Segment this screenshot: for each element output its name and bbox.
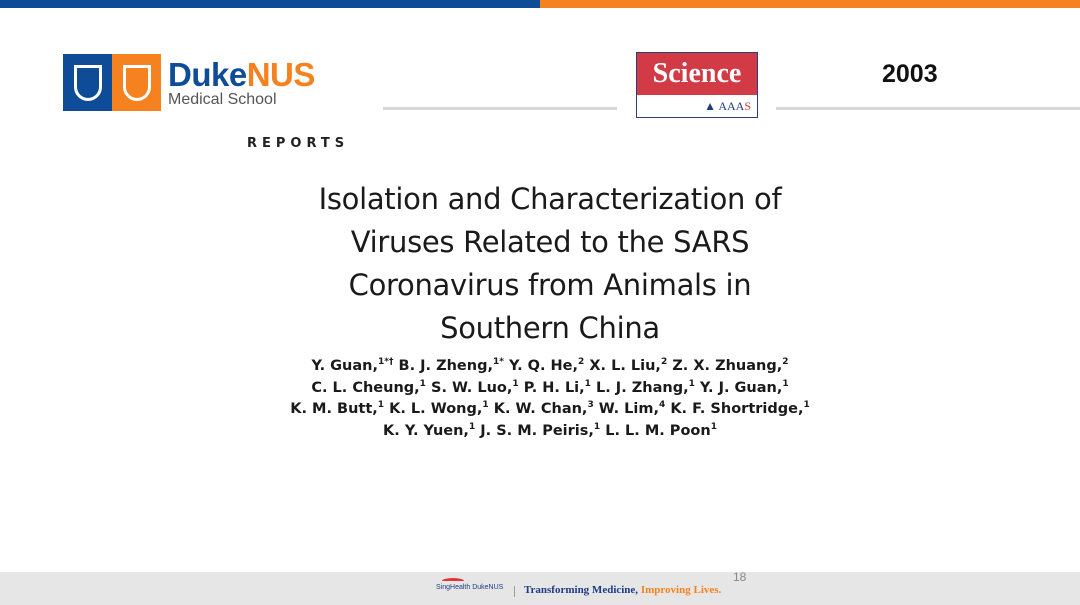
author-affiliation: 3 (587, 400, 594, 411)
singhealth-logo: SingHealth DukeNUS (436, 578, 503, 591)
title-line: Viruses Related to the SARS (350, 225, 750, 259)
title-line: Coronavirus from Animals in (348, 268, 752, 302)
author-affiliation: 1 (782, 378, 789, 389)
author-name: Y. Q. He, (509, 358, 579, 374)
logo-subtitle: Medical School (168, 90, 277, 108)
page-number: 18 (733, 570, 747, 584)
author-affiliation: 1*† (377, 357, 394, 368)
author-name: B. J. Zheng, (398, 358, 493, 374)
author-affiliation: 1 (468, 421, 476, 432)
author-affiliation: 2 (660, 357, 668, 368)
author-name: K. M. Butt, (290, 401, 378, 417)
author-name: Y. Guan, (311, 358, 378, 374)
year-label: 2003 (882, 60, 938, 88)
duke-nus-logo: DukeNUS Medical School (63, 54, 315, 111)
footer-separator (514, 586, 515, 597)
divider-right (776, 107, 1080, 110)
aaas-icon: ▲ (704, 99, 719, 113)
title-line: Southern China (440, 311, 660, 345)
author-affiliation: 1 (377, 400, 385, 411)
author-affiliation: 1 (512, 378, 519, 389)
author-affiliation: 1 (688, 378, 695, 389)
author-affiliation: 1* (492, 357, 504, 368)
author-affiliation: 1 (482, 400, 489, 411)
article-title: Isolation and Characterization of Viruse… (280, 178, 820, 350)
top-bar-blue (0, 0, 540, 8)
author-name: L. L. M. Poon (605, 422, 711, 439)
author-name: C. L. Cheung, (311, 379, 420, 396)
science-logo: Science ▲ AAAS (636, 52, 758, 118)
nus-crest-icon (112, 54, 161, 111)
author-list: Y. Guan,1*† B. J. Zheng,1* Y. Q. He,2 X.… (270, 356, 830, 442)
science-title: Science (637, 53, 757, 95)
author-affiliation: 2 (578, 357, 585, 368)
author-name: L. J. Zhang, (596, 379, 689, 396)
author-name: S. W. Luo, (431, 379, 513, 396)
author-affiliation: 1 (710, 421, 717, 432)
author-affiliation: 1 (803, 400, 810, 411)
author-line: K. M. Butt,1 K. L. Wong,1 K. W. Chan,3 W… (270, 399, 830, 421)
swoosh-icon (442, 578, 464, 584)
aaas-label: ▲ AAAS (704, 99, 751, 113)
author-line: K. Y. Yuen,1 J. S. M. Peiris,1 L. L. M. … (270, 421, 830, 443)
author-affiliation: 2 (782, 357, 789, 368)
footer-tagline: Transforming Medicine, Improving Lives. (524, 584, 722, 596)
author-affiliation: 1 (584, 378, 591, 389)
author-name: K. Y. Yuen, (383, 422, 469, 439)
author-name: K. L. Wong, (389, 401, 483, 417)
top-bar-orange (540, 0, 1080, 8)
logo-duke: Duke (168, 55, 247, 93)
author-affiliation: 1 (419, 378, 426, 389)
author-name: Z. X. Zhuang, (672, 358, 783, 374)
author-name: P. H. Li, (523, 379, 585, 396)
author-name: J. S. M. Peiris, (480, 422, 594, 439)
title-line: Isolation and Characterization of (318, 182, 782, 216)
author-name: X. L. Liu, (589, 358, 661, 374)
author-name: Y. J. Guan, (699, 379, 783, 396)
logo-nus: NUS (246, 55, 316, 93)
footer-band (0, 572, 1080, 605)
author-affiliation: 1 (593, 421, 601, 432)
section-label: Reports (247, 136, 350, 151)
author-line: Y. Guan,1*† B. J. Zheng,1* Y. Q. He,2 X.… (270, 356, 830, 378)
divider-left (383, 107, 617, 110)
duke-shield-icon (63, 54, 112, 111)
author-name: W. Lim, (598, 401, 659, 417)
author-name: K. F. Shortridge, (670, 401, 804, 417)
author-line: C. L. Cheung,1 S. W. Luo,1 P. H. Li,1 L.… (270, 378, 830, 400)
author-name: K. W. Chan, (493, 401, 588, 417)
author-affiliation: 4 (658, 400, 666, 411)
